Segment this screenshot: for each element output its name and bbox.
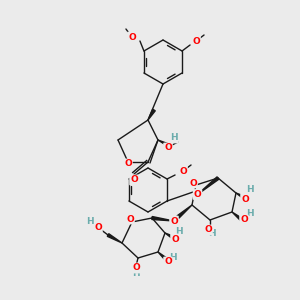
Polygon shape [158, 252, 168, 261]
Text: H: H [246, 209, 254, 218]
Text: O: O [132, 263, 140, 272]
Text: H: H [170, 134, 178, 142]
Text: O: O [179, 167, 187, 176]
Text: O: O [124, 160, 132, 169]
Polygon shape [158, 140, 171, 147]
Text: O: O [130, 176, 138, 184]
Text: H: H [132, 269, 140, 278]
Text: O: O [192, 37, 200, 46]
Polygon shape [152, 217, 174, 221]
Polygon shape [236, 193, 246, 199]
Text: H: H [246, 184, 254, 194]
Text: O: O [126, 214, 134, 224]
Text: O: O [171, 235, 179, 244]
Polygon shape [177, 205, 192, 218]
Polygon shape [197, 177, 219, 194]
Text: H: H [86, 217, 94, 226]
Text: O: O [94, 223, 102, 232]
Text: O: O [204, 226, 212, 235]
Text: H: H [208, 230, 216, 238]
Text: O: O [241, 194, 249, 203]
Text: O: O [240, 215, 248, 224]
Text: H: H [169, 254, 177, 262]
Text: O: O [164, 143, 172, 152]
Text: O: O [170, 217, 178, 226]
Polygon shape [107, 234, 122, 243]
Text: O: O [164, 257, 172, 266]
Text: H: H [175, 226, 183, 236]
Text: O: O [189, 178, 197, 188]
Text: O: O [194, 190, 201, 199]
Text: O: O [128, 32, 136, 41]
Polygon shape [165, 233, 175, 239]
Polygon shape [148, 109, 155, 120]
Polygon shape [232, 212, 243, 221]
